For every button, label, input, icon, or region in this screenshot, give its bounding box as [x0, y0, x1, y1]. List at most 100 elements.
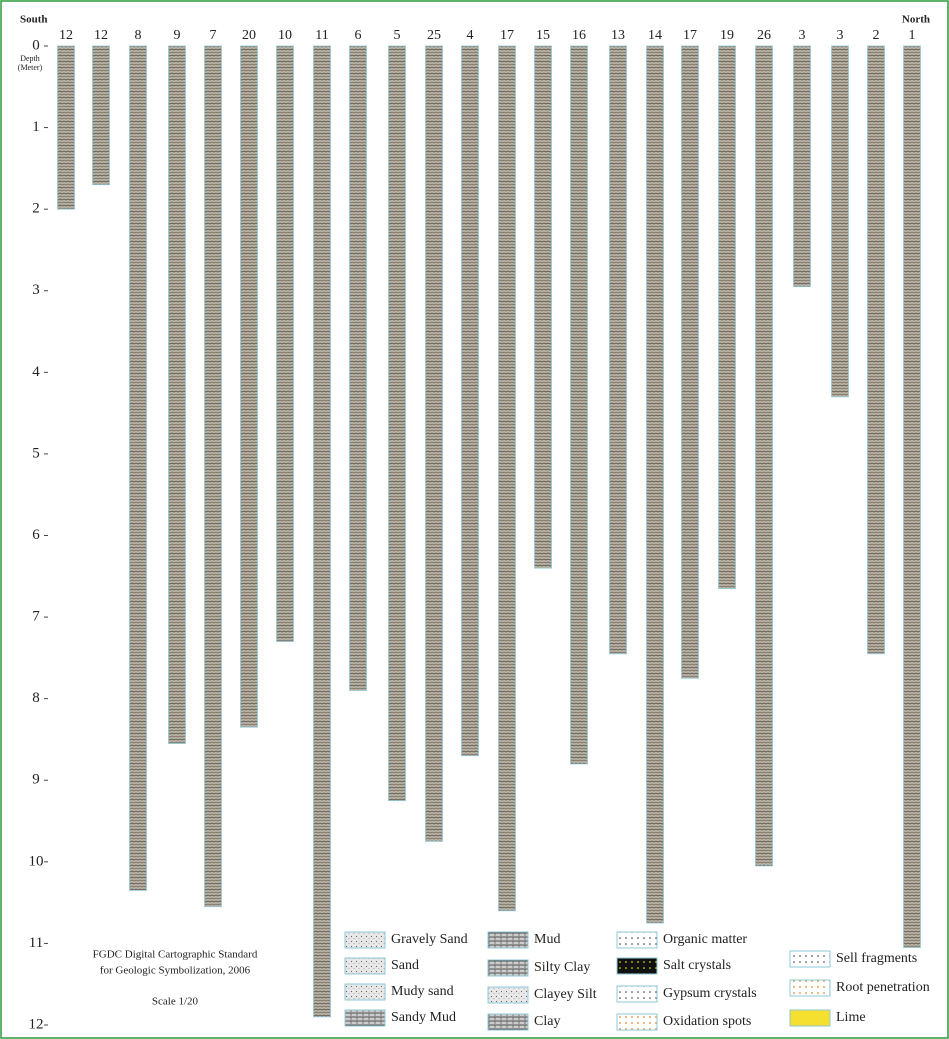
- borehole-column: [831, 45, 849, 398]
- y-tick-label: 11: [29, 935, 43, 951]
- column-label: 9: [174, 28, 181, 43]
- borehole-column: [349, 45, 367, 691]
- legend-label: Organic matter: [663, 932, 747, 947]
- borehole-column: [718, 45, 736, 589]
- y-tick-label: 2: [32, 201, 40, 217]
- south-label: South: [20, 14, 48, 26]
- legend-label: Silty Clay: [534, 960, 590, 975]
- borehole-column: [57, 45, 75, 210]
- legend-swatch: [789, 1009, 831, 1027]
- borehole-column: [240, 45, 258, 728]
- legend-swatch: [616, 1013, 658, 1031]
- y-tick-label: 5: [32, 445, 40, 461]
- legend-swatch: [487, 931, 529, 949]
- legend-label: Mudy sand: [391, 984, 454, 999]
- y-tick-label: 9: [32, 772, 40, 788]
- column-label: 25: [427, 28, 441, 43]
- borehole-column: [609, 45, 627, 655]
- column-label: 1: [909, 28, 916, 43]
- legend-swatch: [344, 931, 386, 949]
- legend-label: Gypsum crystals: [663, 986, 757, 1001]
- legend-swatch: [789, 950, 831, 968]
- y-label: (Meter): [18, 63, 43, 72]
- legend-label: Lime: [836, 1010, 866, 1025]
- legend-label: Oxidation spots: [663, 1014, 751, 1029]
- y-tick-label: 12: [29, 1016, 44, 1032]
- legend-label: Clayey Silt: [534, 987, 597, 1002]
- legend-label: Sandy Mud: [391, 1010, 456, 1025]
- column-label: 14: [648, 28, 662, 43]
- column-label: 15: [536, 28, 550, 43]
- legend-label: Mud: [534, 932, 560, 947]
- legend-swatch: [616, 931, 658, 949]
- legend-label: Sell fragments: [836, 951, 917, 966]
- legend-swatch: [487, 1013, 529, 1031]
- y-label: Depth: [20, 54, 40, 63]
- borehole-column: [425, 45, 443, 842]
- legend-swatch: [789, 979, 831, 997]
- borehole-column: [388, 45, 406, 802]
- y-tick-label: 4: [32, 364, 40, 380]
- legend-label: Sand: [391, 958, 419, 973]
- column-label: 17: [683, 28, 697, 43]
- borehole-column: [276, 45, 294, 642]
- column-label: 3: [799, 28, 806, 43]
- column-label: 19: [720, 28, 734, 43]
- y-tick-label: 8: [32, 690, 40, 706]
- column-label: 7: [210, 28, 217, 43]
- legend-label: Gravely Sand: [391, 932, 468, 947]
- column-label: 2: [873, 28, 880, 43]
- legend-swatch: [487, 986, 529, 1004]
- column-label: 20: [242, 28, 256, 43]
- column-label: 26: [757, 28, 771, 43]
- borehole-column: [534, 45, 552, 569]
- borehole-column: [168, 45, 186, 744]
- borehole-column: [867, 45, 885, 655]
- column-label: 12: [59, 28, 73, 43]
- column-label: 12: [94, 28, 108, 43]
- borehole-column: [129, 45, 147, 891]
- borehole-column: [498, 45, 516, 912]
- y-tick-label: 0: [32, 37, 40, 53]
- borehole-column: [755, 45, 773, 867]
- legend: Gravely Sand Sand Mudy sand Sandy Mud Mud Sil…: [344, 931, 930, 1031]
- borehole-column: [903, 45, 921, 948]
- legend-swatch: [487, 959, 529, 977]
- legend-label: Root penetration: [836, 980, 930, 995]
- annotation: FGDC Digital Cartographic Standard: [93, 949, 258, 961]
- column-label: 10: [278, 28, 292, 43]
- columns: [57, 45, 921, 1018]
- borehole-column: [793, 45, 811, 288]
- annotation: for Geologic Symbolization, 2006: [100, 965, 251, 977]
- column-label: 17: [500, 28, 514, 43]
- legend-swatch: [344, 1009, 386, 1027]
- y-tick-label: 3: [32, 282, 40, 298]
- borehole-column: [570, 45, 588, 765]
- y-tick-label: 10: [29, 853, 44, 869]
- legend-swatch: [616, 985, 658, 1003]
- borehole-column: [204, 45, 222, 908]
- column-label: 3: [837, 28, 844, 43]
- borehole-column: [313, 45, 331, 1018]
- column-label: 13: [611, 28, 625, 43]
- borehole-column: [461, 45, 479, 757]
- legend-label: Clay: [534, 1014, 560, 1029]
- column-label: 16: [572, 28, 586, 43]
- borehole-column: [646, 45, 664, 924]
- column-label: 11: [315, 28, 328, 43]
- legend-swatch: [616, 957, 658, 975]
- column-label: 4: [467, 28, 474, 43]
- y-tick-label: 1: [32, 119, 40, 135]
- column-label: 6: [355, 28, 362, 43]
- column-label: 8: [135, 28, 142, 43]
- y-tick-label: 7: [32, 609, 40, 625]
- north-label: North: [902, 14, 930, 26]
- borehole-column: [681, 45, 699, 679]
- legend-swatch: [344, 983, 386, 1001]
- y-tick-label: 6: [32, 527, 40, 543]
- annotation: Scale 1/20: [152, 996, 199, 1008]
- column-label: 5: [394, 28, 401, 43]
- legend-swatch: [344, 957, 386, 975]
